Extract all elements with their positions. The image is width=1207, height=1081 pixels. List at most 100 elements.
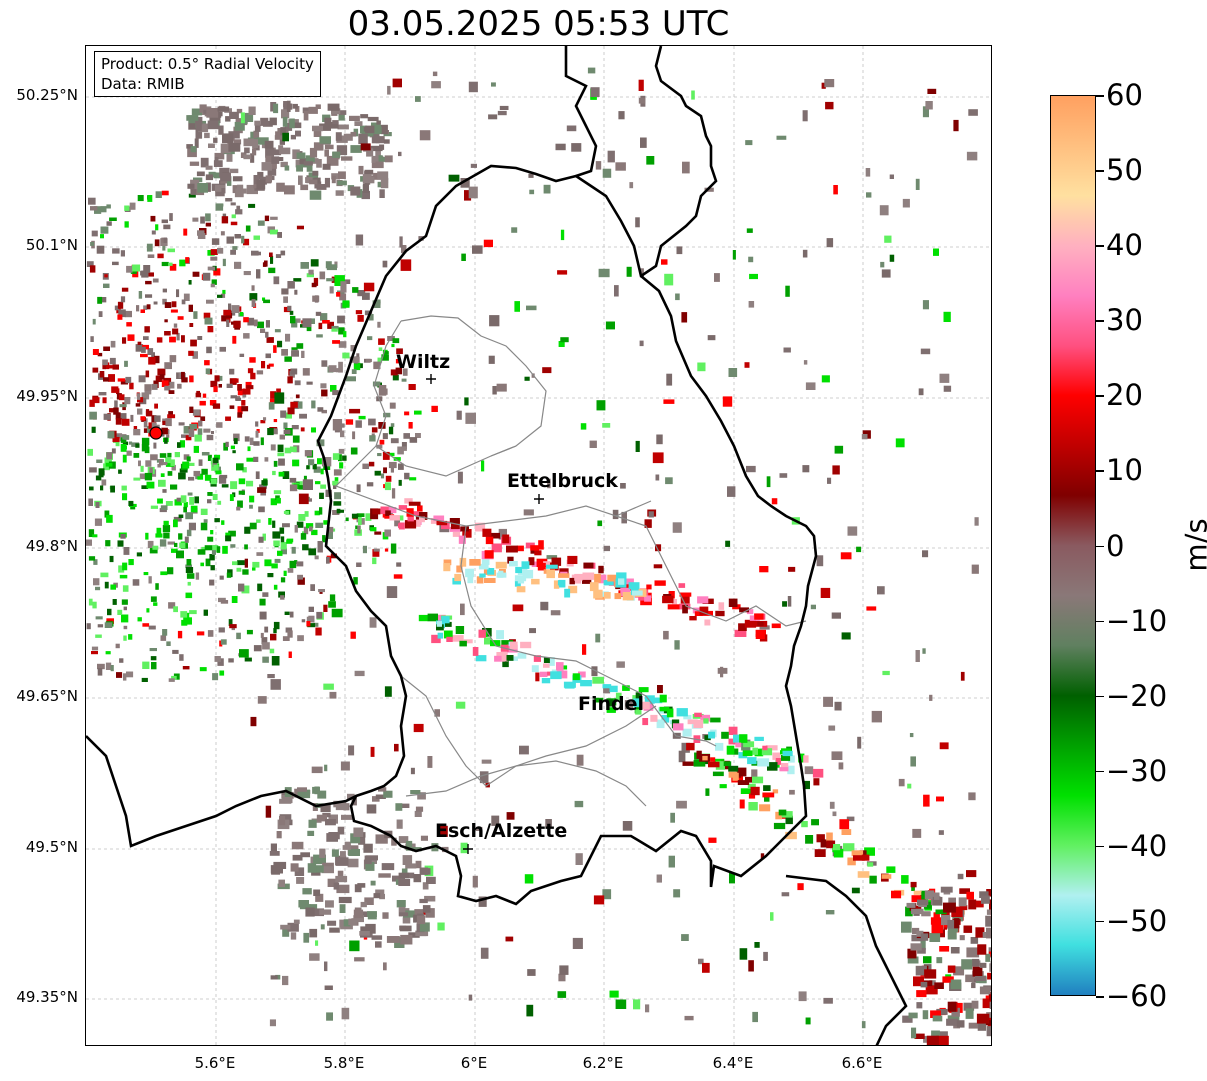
radar-echo	[811, 819, 819, 826]
radar-echo	[260, 437, 264, 446]
radar-echo	[204, 360, 210, 366]
radar-echo	[278, 879, 285, 887]
radar-echo	[160, 635, 167, 641]
radar-echo	[169, 355, 177, 363]
radar-echo	[319, 590, 323, 594]
radar-echo	[210, 530, 214, 535]
map-title: 03.05.2025 05:53 UTC	[347, 4, 730, 44]
radar-echo	[268, 402, 275, 410]
radar-echo	[496, 630, 504, 640]
radar-echo	[243, 238, 250, 246]
radar-echo	[681, 742, 690, 753]
radar-echo	[481, 759, 492, 764]
radar-echo	[947, 930, 957, 940]
radar-echo	[192, 351, 198, 359]
radar-echo	[159, 453, 167, 458]
radar-echo	[190, 146, 197, 153]
radar-echo	[398, 522, 405, 530]
district-border-center	[334, 445, 652, 527]
radar-echo	[748, 960, 754, 972]
radar-echo	[705, 788, 710, 796]
radar-echo	[251, 299, 256, 307]
radar-echo	[296, 165, 303, 172]
radar-echo	[203, 519, 208, 523]
radar-echo	[146, 481, 155, 489]
velocity-colorbar	[1050, 95, 1096, 996]
radar-echo	[197, 473, 204, 480]
radar-echo	[265, 147, 274, 158]
radar-echo	[772, 789, 779, 794]
radar-echo	[163, 237, 168, 243]
radar-echo	[857, 736, 862, 749]
radar-echo	[171, 675, 177, 680]
radar-echo	[117, 301, 124, 309]
radar-echo	[410, 767, 415, 775]
radar-echo	[379, 189, 385, 198]
radar-echo	[341, 814, 353, 820]
radar-echo	[125, 376, 132, 384]
colorbar-tick	[1096, 470, 1104, 472]
radar-echo	[628, 582, 640, 590]
radar-echo	[378, 338, 385, 345]
radar-echo	[316, 184, 327, 190]
radar-echo	[320, 804, 331, 813]
radar-echo	[287, 568, 294, 573]
radar-echo	[105, 651, 111, 655]
radar-echo	[361, 190, 370, 200]
radar-echo	[468, 81, 478, 93]
radar-echo	[322, 163, 331, 170]
radar-echo	[231, 596, 238, 603]
radar-echo	[296, 152, 306, 159]
radar-echo	[922, 1010, 929, 1020]
radar-echo	[163, 532, 170, 539]
radar-echo	[633, 999, 641, 1010]
radar-echo	[249, 357, 256, 363]
radar-echo	[392, 374, 399, 381]
radar-echo	[737, 780, 750, 785]
radar-map[interactable]	[85, 45, 992, 1046]
radar-echo	[595, 161, 602, 170]
colorbar-tick	[1096, 395, 1104, 397]
radar-echo	[218, 475, 227, 484]
radar-echo	[204, 474, 212, 481]
radar-echo	[576, 754, 584, 766]
radar-echo	[161, 380, 169, 387]
radar-echo	[241, 400, 246, 406]
radar-echo	[294, 380, 301, 386]
radar-echo	[308, 606, 314, 612]
radar-echo	[419, 898, 428, 904]
radar-echo	[382, 260, 388, 268]
radar-echo	[460, 178, 470, 188]
radar-echo	[306, 324, 312, 332]
radar-echo	[257, 696, 267, 704]
radar-echo	[244, 147, 250, 154]
radar-echo	[195, 129, 203, 139]
radar-echo	[761, 748, 773, 756]
radar-echo	[713, 758, 725, 764]
radar-echo	[215, 470, 222, 475]
radar-echo	[277, 340, 283, 348]
radar-echo	[158, 479, 166, 487]
radar-echo	[728, 738, 738, 745]
radar-echo	[112, 599, 117, 605]
radar-echo	[572, 673, 580, 681]
radar-echo	[289, 446, 297, 453]
radar-echo	[378, 873, 391, 878]
radar-echo	[283, 570, 287, 576]
radar-echo	[306, 465, 310, 470]
radar-echo	[816, 834, 825, 843]
radar-echo	[465, 568, 474, 578]
radar-echo	[398, 505, 408, 510]
radar-echo	[326, 278, 334, 282]
radar-echo	[595, 633, 601, 643]
luxembourg-border	[316, 164, 818, 906]
radar-echo	[281, 288, 289, 295]
radar-echo	[615, 692, 622, 701]
radar-echo	[240, 112, 245, 124]
radar-echo	[100, 469, 104, 478]
radar-echo	[328, 601, 336, 608]
radar-echo	[280, 536, 285, 543]
radar-echo	[765, 745, 778, 751]
radar-echo	[268, 267, 276, 274]
radar-echo	[318, 322, 323, 330]
